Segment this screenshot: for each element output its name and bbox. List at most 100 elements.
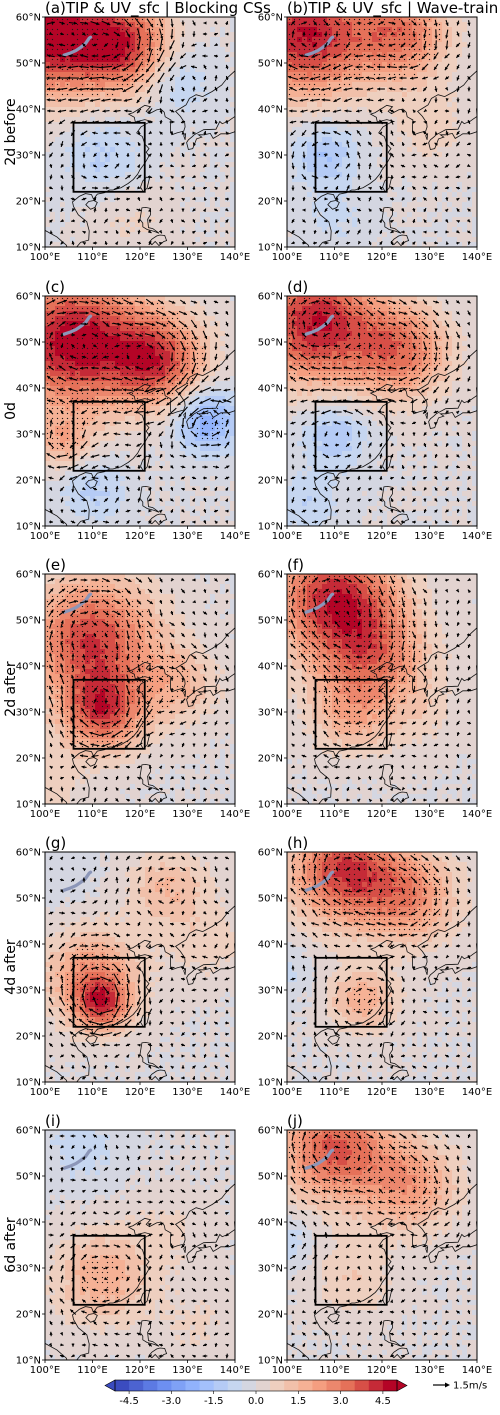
lat-tick-label: 60°N	[258, 848, 283, 859]
row-label: 2d before	[3, 98, 19, 165]
tip-anomaly-field	[45, 852, 235, 1082]
lon-tick-label: 140°E	[462, 531, 492, 542]
lat-tick-label: 60°N	[258, 1126, 283, 1137]
study-region-box	[314, 121, 388, 193]
map-panel-j: 100°E 110°E 120°E 130°E 140°E 10°N 20°N 30°N 40°…	[258, 1112, 492, 1376]
lon-tick-label: 140°E	[462, 1365, 492, 1376]
lon-tick-label: 110°E	[319, 252, 349, 263]
lon-tick-label: 120°E	[367, 531, 397, 542]
wind-vectors	[288, 298, 472, 525]
map-panel-e: 100°E 110°E 120°E 130°E 140°E 10°N 20°N 30°N 40°…	[16, 556, 250, 820]
lat-tick-label: 10°N	[258, 800, 283, 811]
study-region-box	[314, 1234, 388, 1306]
study-region-box	[72, 956, 146, 1028]
lon-tick-label: 130°E	[172, 531, 202, 542]
wind-vectors	[287, 19, 472, 246]
lat-tick-label: 50°N	[258, 616, 283, 627]
study-region-box	[314, 956, 388, 1028]
lon-tick-label: 130°E	[172, 1087, 202, 1098]
colorbar-tick-label: -4.5	[119, 1396, 139, 1407]
panel-title-d: (d)	[287, 278, 308, 296]
lon-tick-label: 120°E	[367, 252, 397, 263]
lon-tick-label: 130°E	[414, 252, 444, 263]
colorbar-bin	[241, 1380, 257, 1391]
colorbar-tick-label: -3.0	[162, 1396, 182, 1407]
colorbar-tick-label: -1.5	[204, 1396, 224, 1407]
map-panel-b: 100°E 110°E 120°E 130°E 140°E 10°N 20°N 30°N 40°…	[258, 0, 500, 263]
study-region-box	[72, 121, 146, 193]
lat-tick-label: 30°N	[16, 986, 41, 997]
colorbar-bin	[368, 1380, 384, 1391]
lon-tick-label: 130°E	[414, 809, 444, 820]
lon-tick-label: 100°E	[30, 252, 60, 263]
lat-tick-label: 10°N	[16, 1078, 41, 1089]
colorbar-tick-label: 1.5	[290, 1396, 306, 1407]
lat-tick-label: 40°N	[16, 662, 41, 673]
lake-baikal	[304, 870, 335, 892]
lat-tick-label: 60°N	[16, 13, 41, 24]
lon-tick-label: 110°E	[77, 1087, 107, 1098]
panel-title-c: (c)	[45, 278, 65, 296]
lat-tick-label: 40°N	[258, 662, 283, 673]
lon-tick-label: 140°E	[220, 1087, 250, 1098]
colorbar-bin	[256, 1380, 271, 1391]
lon-tick-label: 100°E	[272, 252, 302, 263]
map-panel-d: 100°E 110°E 120°E 130°E 140°E 10°N 20°N 30°N 40°…	[258, 278, 492, 542]
lat-tick-label: 50°N	[16, 894, 41, 905]
lat-tick-label: 60°N	[16, 292, 41, 303]
lat-tick-label: 30°N	[16, 151, 41, 162]
lon-tick-label: 140°E	[220, 809, 250, 820]
colorbar-bin	[143, 1380, 158, 1391]
lat-tick-label: 60°N	[258, 570, 283, 581]
colorbar-bin	[326, 1380, 341, 1391]
lon-tick-label: 130°E	[172, 1365, 202, 1376]
lat-tick-label: 20°N	[258, 1310, 283, 1321]
lon-tick-label: 120°E	[367, 1365, 397, 1376]
lon-tick-label: 110°E	[319, 809, 349, 820]
panel-title-b: (b)TIP & UV_sfc | Wave-train CSs	[287, 0, 500, 18]
lat-tick-label: 10°N	[16, 1356, 41, 1367]
lon-tick-label: 140°E	[220, 531, 250, 542]
lat-tick-label: 40°N	[258, 1218, 283, 1229]
map-panel-a: 100°E 110°E 120°E 130°E 140°E 10°N 20°N 30°N 40°…	[16, 0, 271, 263]
lon-tick-label: 130°E	[414, 531, 444, 542]
wind-vectors	[45, 17, 230, 246]
row-label: 6d after	[3, 1217, 19, 1273]
lat-tick-label: 30°N	[258, 151, 283, 162]
lon-tick-label: 110°E	[77, 531, 107, 542]
map-panel-c: 100°E 110°E 120°E 130°E 140°E 10°N 20°N 30°N 40°…	[16, 278, 250, 542]
map-panel-f: 100°E 110°E 120°E 130°E 140°E 10°N 20°N 30°N 40°…	[258, 556, 492, 820]
colorbar-bin	[213, 1380, 229, 1391]
lon-tick-label: 130°E	[414, 1087, 444, 1098]
panel-title-g: (g)	[45, 834, 66, 852]
lake-baikal	[304, 592, 335, 614]
colorbar-max-extend	[396, 1379, 408, 1392]
lat-tick-label: 40°N	[16, 105, 41, 116]
lat-tick-label: 20°N	[16, 1310, 41, 1321]
lon-tick-label: 100°E	[272, 809, 302, 820]
lat-tick-label: 10°N	[258, 1078, 283, 1089]
lat-tick-label: 20°N	[16, 197, 41, 208]
lat-tick-label: 20°N	[258, 754, 283, 765]
colorbar-bin	[298, 1380, 313, 1391]
lat-tick-label: 30°N	[258, 430, 283, 441]
vector-key-label: 1.5m/s	[453, 1381, 487, 1392]
lon-tick-label: 120°E	[125, 1365, 155, 1376]
lat-tick-label: 20°N	[16, 1032, 41, 1043]
significance-stippling	[288, 575, 421, 733]
map-panel-h: 100°E 110°E 120°E 130°E 140°E 10°N 20°N 30°N 40°…	[258, 834, 492, 1098]
lon-tick-label: 100°E	[30, 809, 60, 820]
panel-title-e: (e)	[45, 556, 66, 574]
colorbar-bin	[185, 1380, 200, 1391]
lat-tick-label: 10°N	[258, 243, 283, 254]
colorbar-bin	[340, 1380, 356, 1391]
panel-title-a: (a)TIP & UV_sfc | Blocking CSs	[45, 0, 271, 18]
lat-tick-label: 10°N	[258, 522, 283, 533]
lat-tick-label: 30°N	[258, 986, 283, 997]
lon-tick-label: 140°E	[220, 252, 250, 263]
lon-tick-label: 100°E	[30, 1365, 60, 1376]
colorbar-bin	[157, 1380, 172, 1391]
lat-tick-label: 40°N	[16, 1218, 41, 1229]
colorbar-bin	[284, 1380, 299, 1391]
